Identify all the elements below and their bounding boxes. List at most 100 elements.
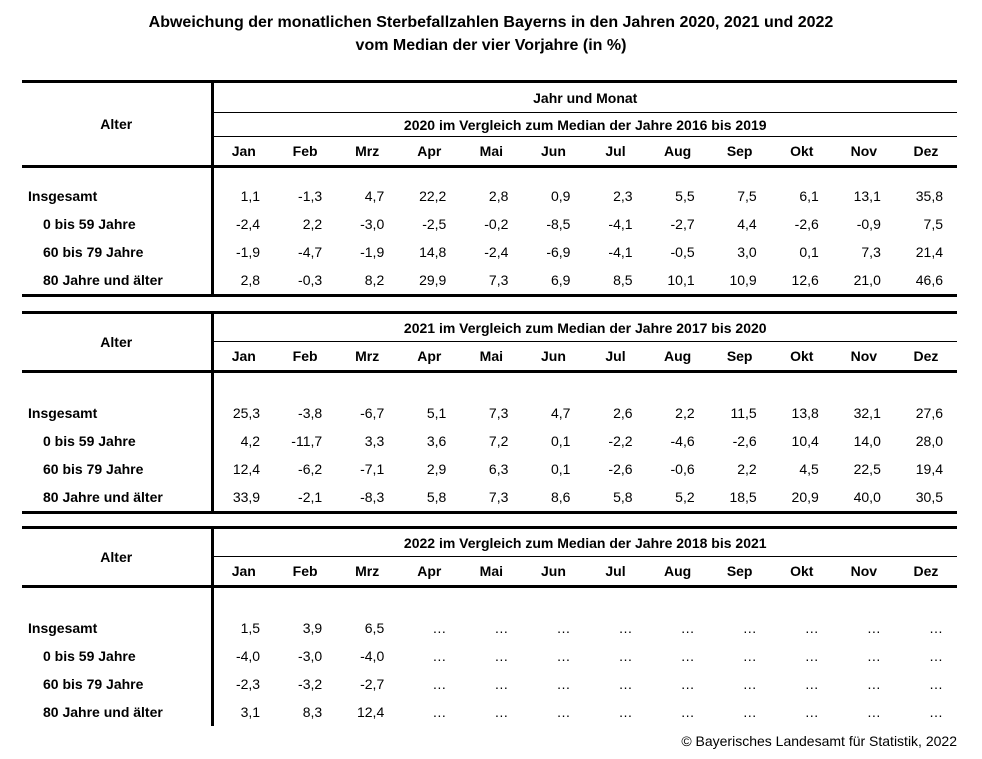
- value-cell: 3,1: [240, 704, 261, 720]
- value-cell: 7,2: [488, 433, 509, 449]
- value-cell: -6,2: [298, 461, 323, 477]
- value-cell: -3,0: [360, 216, 385, 232]
- value-cell: -0,3: [274, 266, 337, 297]
- page-title: Abweichung der monatlichen Sterbefallzah…: [0, 0, 982, 57]
- row-label: 60 bis 79 Jahre: [22, 455, 214, 483]
- value-cell: 2,2: [302, 216, 323, 232]
- value-cell: …: [929, 648, 943, 664]
- row-label: 80 Jahre und älter: [22, 483, 214, 514]
- value-cell: 12,6: [770, 266, 833, 297]
- value-cell: 4,7: [551, 405, 571, 421]
- month-header: Jan: [212, 556, 275, 588]
- value-cell: 2,8: [488, 188, 509, 204]
- value-cell: 19,4: [915, 461, 943, 477]
- value-cell: 30,5: [894, 483, 957, 514]
- value-cell: -2,6: [608, 461, 633, 477]
- row-label: Insgesamt: [22, 166, 214, 210]
- value-cell: …: [432, 704, 447, 720]
- value-cell: 8,2: [336, 266, 399, 297]
- value-cell: …: [742, 704, 757, 720]
- month-header: Aug: [646, 556, 709, 588]
- value-cell: 11,5: [730, 405, 757, 421]
- value-cell: 0,9: [551, 188, 571, 204]
- month-header: Nov: [832, 556, 895, 588]
- month-header: Aug: [646, 341, 709, 373]
- month-header-row: Jan Feb Mrz Apr Mai Jun Jul Aug Sep Okt Nov Dez: [22, 136, 957, 168]
- value-cell: …: [680, 620, 695, 636]
- value-cell: 12,4: [356, 704, 385, 720]
- month-header: Sep: [708, 136, 771, 168]
- row-label: 0 bis 59 Jahre: [22, 642, 214, 670]
- alter-header: Alter: [22, 312, 214, 373]
- table-header: Alter 2021 im Vergleich zum Median der Ja…: [22, 312, 957, 373]
- row-label: 80 Jahre und älter: [22, 698, 214, 726]
- month-header-row: Jan Feb Mrz Apr Mai Jun Jul Aug Sep Okt Nov Dez: [22, 556, 957, 588]
- value-cell: 10,4: [791, 433, 819, 449]
- value-cell: …: [804, 704, 819, 720]
- value-cell: …: [432, 648, 447, 664]
- value-cell: 6,1: [799, 188, 819, 204]
- value-cell: 8,3: [302, 704, 323, 720]
- month-header: Mrz: [336, 556, 399, 588]
- value-cell: 5,5: [675, 188, 695, 204]
- month-header: Okt: [770, 136, 833, 168]
- value-cell: 4,7: [364, 188, 385, 204]
- value-cell: 21,0: [832, 266, 895, 297]
- value-cell: -6,7: [360, 405, 385, 421]
- table-header: Alter 2022 im Vergleich zum Median der Ja…: [22, 527, 957, 588]
- month-header: Mai: [460, 341, 523, 373]
- value-cell: 32,1: [853, 405, 881, 421]
- month-header: Dez: [894, 341, 957, 373]
- month-header: Apr: [398, 136, 461, 168]
- month-header: Nov: [832, 341, 895, 373]
- table-row: 60 bis 79 Jahre 12,4 -6,2 -7,1 2,9 6,3 0,1 -2,6…: [22, 455, 957, 483]
- value-cell: -0,5: [670, 244, 695, 260]
- value-cell: 3,0: [737, 244, 757, 260]
- value-cell: 29,9: [398, 266, 461, 297]
- value-cell: -2,7: [360, 676, 385, 692]
- jahr-und-monat-header: Jahr und Monat: [212, 81, 957, 113]
- value-cell: 4,4: [737, 216, 757, 232]
- value-cell: -0,6: [670, 461, 695, 477]
- row-label: 80 Jahre und älter: [22, 266, 214, 297]
- value-cell: -1,9: [360, 244, 385, 260]
- value-cell: 21,4: [915, 244, 943, 260]
- value-cell: …: [804, 620, 819, 636]
- value-cell: …: [866, 704, 881, 720]
- value-cell: -2,6: [794, 216, 819, 232]
- value-cell: 0,1: [551, 461, 571, 477]
- value-cell: 27,6: [915, 405, 943, 421]
- value-cell: 28,0: [915, 433, 943, 449]
- value-cell: …: [680, 648, 695, 664]
- month-header: Mrz: [336, 341, 399, 373]
- value-cell: 8,6: [522, 483, 585, 514]
- table-row: 80 Jahre und älter 2,8 -0,3 8,2 29,9 7,3 6,9 8,…: [22, 266, 957, 297]
- value-cell: 20,9: [770, 483, 833, 514]
- value-cell: 0,1: [799, 244, 819, 260]
- value-cell: …: [556, 704, 571, 720]
- month-header: Jun: [522, 556, 585, 588]
- value-cell: 6,9: [522, 266, 585, 297]
- month-header: Mai: [460, 556, 523, 588]
- value-cell: 2,2: [675, 405, 695, 421]
- value-cell: -4,1: [608, 244, 633, 260]
- value-cell: -2,5: [422, 216, 447, 232]
- value-cell: …: [929, 676, 943, 692]
- value-cell: …: [742, 676, 757, 692]
- value-cell: -0,2: [484, 216, 509, 232]
- value-cell: -6,9: [546, 244, 571, 260]
- alter-header: Alter: [22, 527, 214, 588]
- value-cell: 18,5: [708, 483, 771, 514]
- value-cell: …: [804, 676, 819, 692]
- value-cell: …: [494, 620, 509, 636]
- value-cell: …: [556, 648, 571, 664]
- value-cell: 6,3: [488, 461, 509, 477]
- year-comparison-subtitle: 2022 im Vergleich zum Median der Jahre 2…: [212, 527, 957, 557]
- value-cell: …: [494, 704, 509, 720]
- value-cell: -11,7: [291, 433, 323, 449]
- value-cell: -4,0: [360, 648, 385, 664]
- value-cell: -3,0: [298, 648, 323, 664]
- value-cell: …: [494, 648, 509, 664]
- value-cell: …: [618, 676, 633, 692]
- value-cell: 13,1: [853, 188, 881, 204]
